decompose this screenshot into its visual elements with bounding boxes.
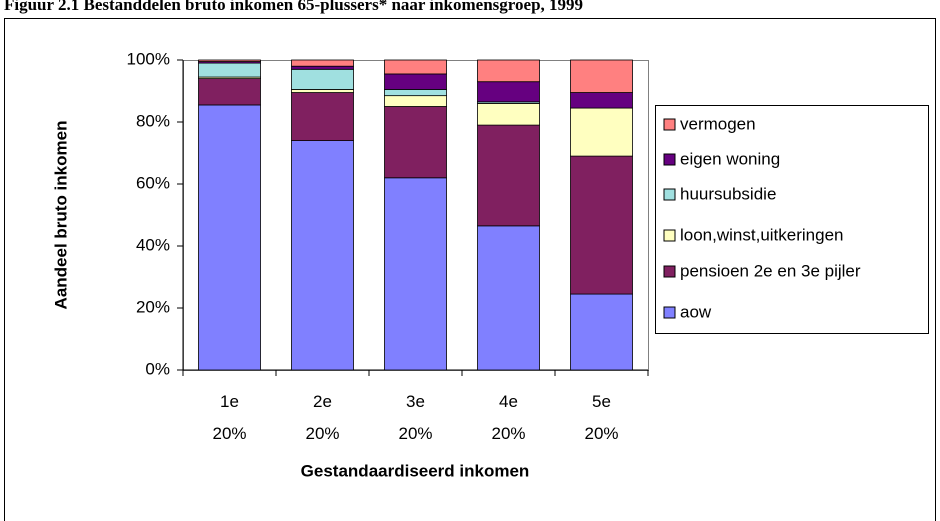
legend-label: loon,winst,uitkeringen <box>680 225 843 244</box>
legend-label: pensioen 2e en 3e pijler <box>680 261 861 280</box>
legend-swatch <box>663 265 676 278</box>
chart-frame <box>4 18 936 521</box>
x-tick-label: 4e 20% <box>491 392 525 443</box>
bar-segment <box>570 155 633 295</box>
bar-segment <box>384 177 447 371</box>
bar-segment <box>477 124 540 227</box>
bar-segment <box>198 78 261 106</box>
bar-segment <box>291 68 354 90</box>
bar-segment <box>198 104 261 371</box>
bar-segment <box>291 65 354 70</box>
y-tick-label: 20% <box>136 297 170 316</box>
y-tick-label: 0% <box>145 359 170 378</box>
bar-segment <box>477 59 540 83</box>
y-tick-label: 40% <box>136 235 170 254</box>
y-axis-title: Aandeel bruto inkomen <box>51 121 70 310</box>
x-tick-label: 2e 20% <box>305 392 339 443</box>
bar-segment <box>384 73 447 90</box>
chart-title: Figuur 2.1 Bestanddelen bruto inkomen 65… <box>4 0 583 14</box>
bar-segment <box>291 89 354 93</box>
bar-segment <box>198 62 261 78</box>
bar-segment <box>477 81 540 103</box>
legend-label: aow <box>680 302 712 321</box>
legend-label: huursubsidie <box>680 184 776 203</box>
legend <box>655 105 929 334</box>
legend-label: eigen woning <box>680 149 780 168</box>
bar-segment <box>384 89 447 97</box>
bar-segment <box>570 293 633 371</box>
bar-segment <box>477 225 540 371</box>
bar-segment <box>384 95 447 107</box>
bar-segment <box>570 59 633 93</box>
x-tick-label: 5e 20% <box>584 392 618 443</box>
legend-label: vermogen <box>680 114 756 133</box>
x-tick-label: 1e 20% <box>212 392 246 443</box>
legend-swatch <box>663 188 676 201</box>
legend-swatch <box>663 306 676 319</box>
bar-segment <box>291 140 354 371</box>
bar-segment <box>384 106 447 179</box>
bar-segment <box>291 59 354 67</box>
y-tick-label: 80% <box>136 111 170 130</box>
x-axis-title: Gestandaardiseerd inkomen <box>301 461 530 480</box>
bar-segment <box>384 59 447 75</box>
bar-segment <box>291 92 354 142</box>
bar-segment <box>198 59 261 62</box>
bar-segment <box>570 107 633 157</box>
bar-segment <box>570 92 633 109</box>
y-tick-label: 60% <box>136 173 170 192</box>
y-tick-label: 100% <box>127 49 170 68</box>
legend-swatch <box>663 118 676 131</box>
legend-swatch <box>663 229 676 242</box>
legend-swatch <box>663 153 676 166</box>
x-tick-label: 3e 20% <box>398 392 432 443</box>
bar-segment <box>477 103 540 126</box>
